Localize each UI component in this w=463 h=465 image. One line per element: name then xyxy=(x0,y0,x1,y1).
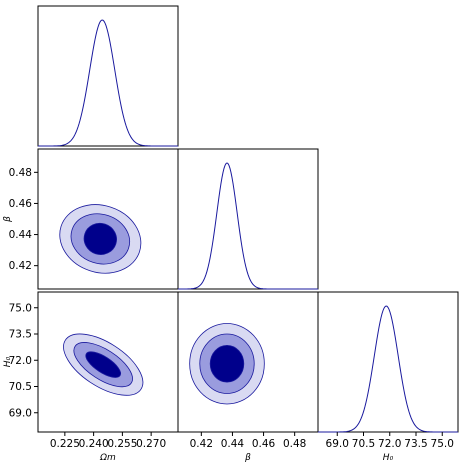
h0-y-axis-label: H₀ xyxy=(3,356,13,367)
omega-m-h0-contour-level-1 xyxy=(85,351,122,378)
h0-x-tick-label: 73.5 xyxy=(404,438,427,450)
beta-x-tick-label: 0.48 xyxy=(283,438,306,450)
beta-y-tick-label: 0.46 xyxy=(9,198,33,210)
h0-y-tick-label: 75.0 xyxy=(9,302,32,314)
h0-y-tick-label: 72.0 xyxy=(9,355,32,367)
h0-x-tick-label: 69.0 xyxy=(326,438,349,450)
beta-y-tick-label: 0.42 xyxy=(9,260,32,272)
omega-m-x-tick-label: 0.225 xyxy=(50,438,80,450)
beta-x-tick-label: 0.46 xyxy=(252,438,276,450)
beta-y-tick-label: 0.48 xyxy=(9,167,32,179)
beta-y-tick-label: 0.44 xyxy=(9,229,33,241)
beta-y-axis-label: β xyxy=(3,216,13,223)
h0-x-tick-label: 70.5 xyxy=(352,438,375,450)
h0-x-axis-label: H₀ xyxy=(383,453,394,463)
h0-marginal-curve xyxy=(318,305,458,433)
panel-omega-m-marginal xyxy=(37,5,179,147)
h0-y-tick-label: 70.5 xyxy=(9,381,32,393)
h0-x-tick-label: 72.0 xyxy=(378,438,401,450)
panel-beta-marginal xyxy=(177,148,319,290)
omega-m-x-axis-label: Ωm xyxy=(99,453,116,463)
beta-x-tick-label: 0.44 xyxy=(221,438,245,450)
omega-m-beta-contour-level-1 xyxy=(83,222,117,255)
beta-x-tick-label: 0.42 xyxy=(190,438,213,450)
beta-h0-contour-level-1 xyxy=(209,344,245,383)
omega-m-x-tick-label: 0.255 xyxy=(107,438,137,450)
omega-m-marginal-curve xyxy=(38,19,178,147)
h0-y-tick-label: 69.0 xyxy=(9,407,32,419)
panel-h0-marginal xyxy=(317,291,459,433)
h0-y-tick-label: 73.5 xyxy=(9,329,32,341)
beta-marginal-curve xyxy=(178,162,318,290)
beta-x-axis-label: β xyxy=(244,453,251,463)
omega-m-x-tick-label: 0.270 xyxy=(136,438,166,450)
h0-x-tick-label: 75.0 xyxy=(431,438,454,450)
omega-m-x-tick-label: 0.240 xyxy=(79,438,109,450)
